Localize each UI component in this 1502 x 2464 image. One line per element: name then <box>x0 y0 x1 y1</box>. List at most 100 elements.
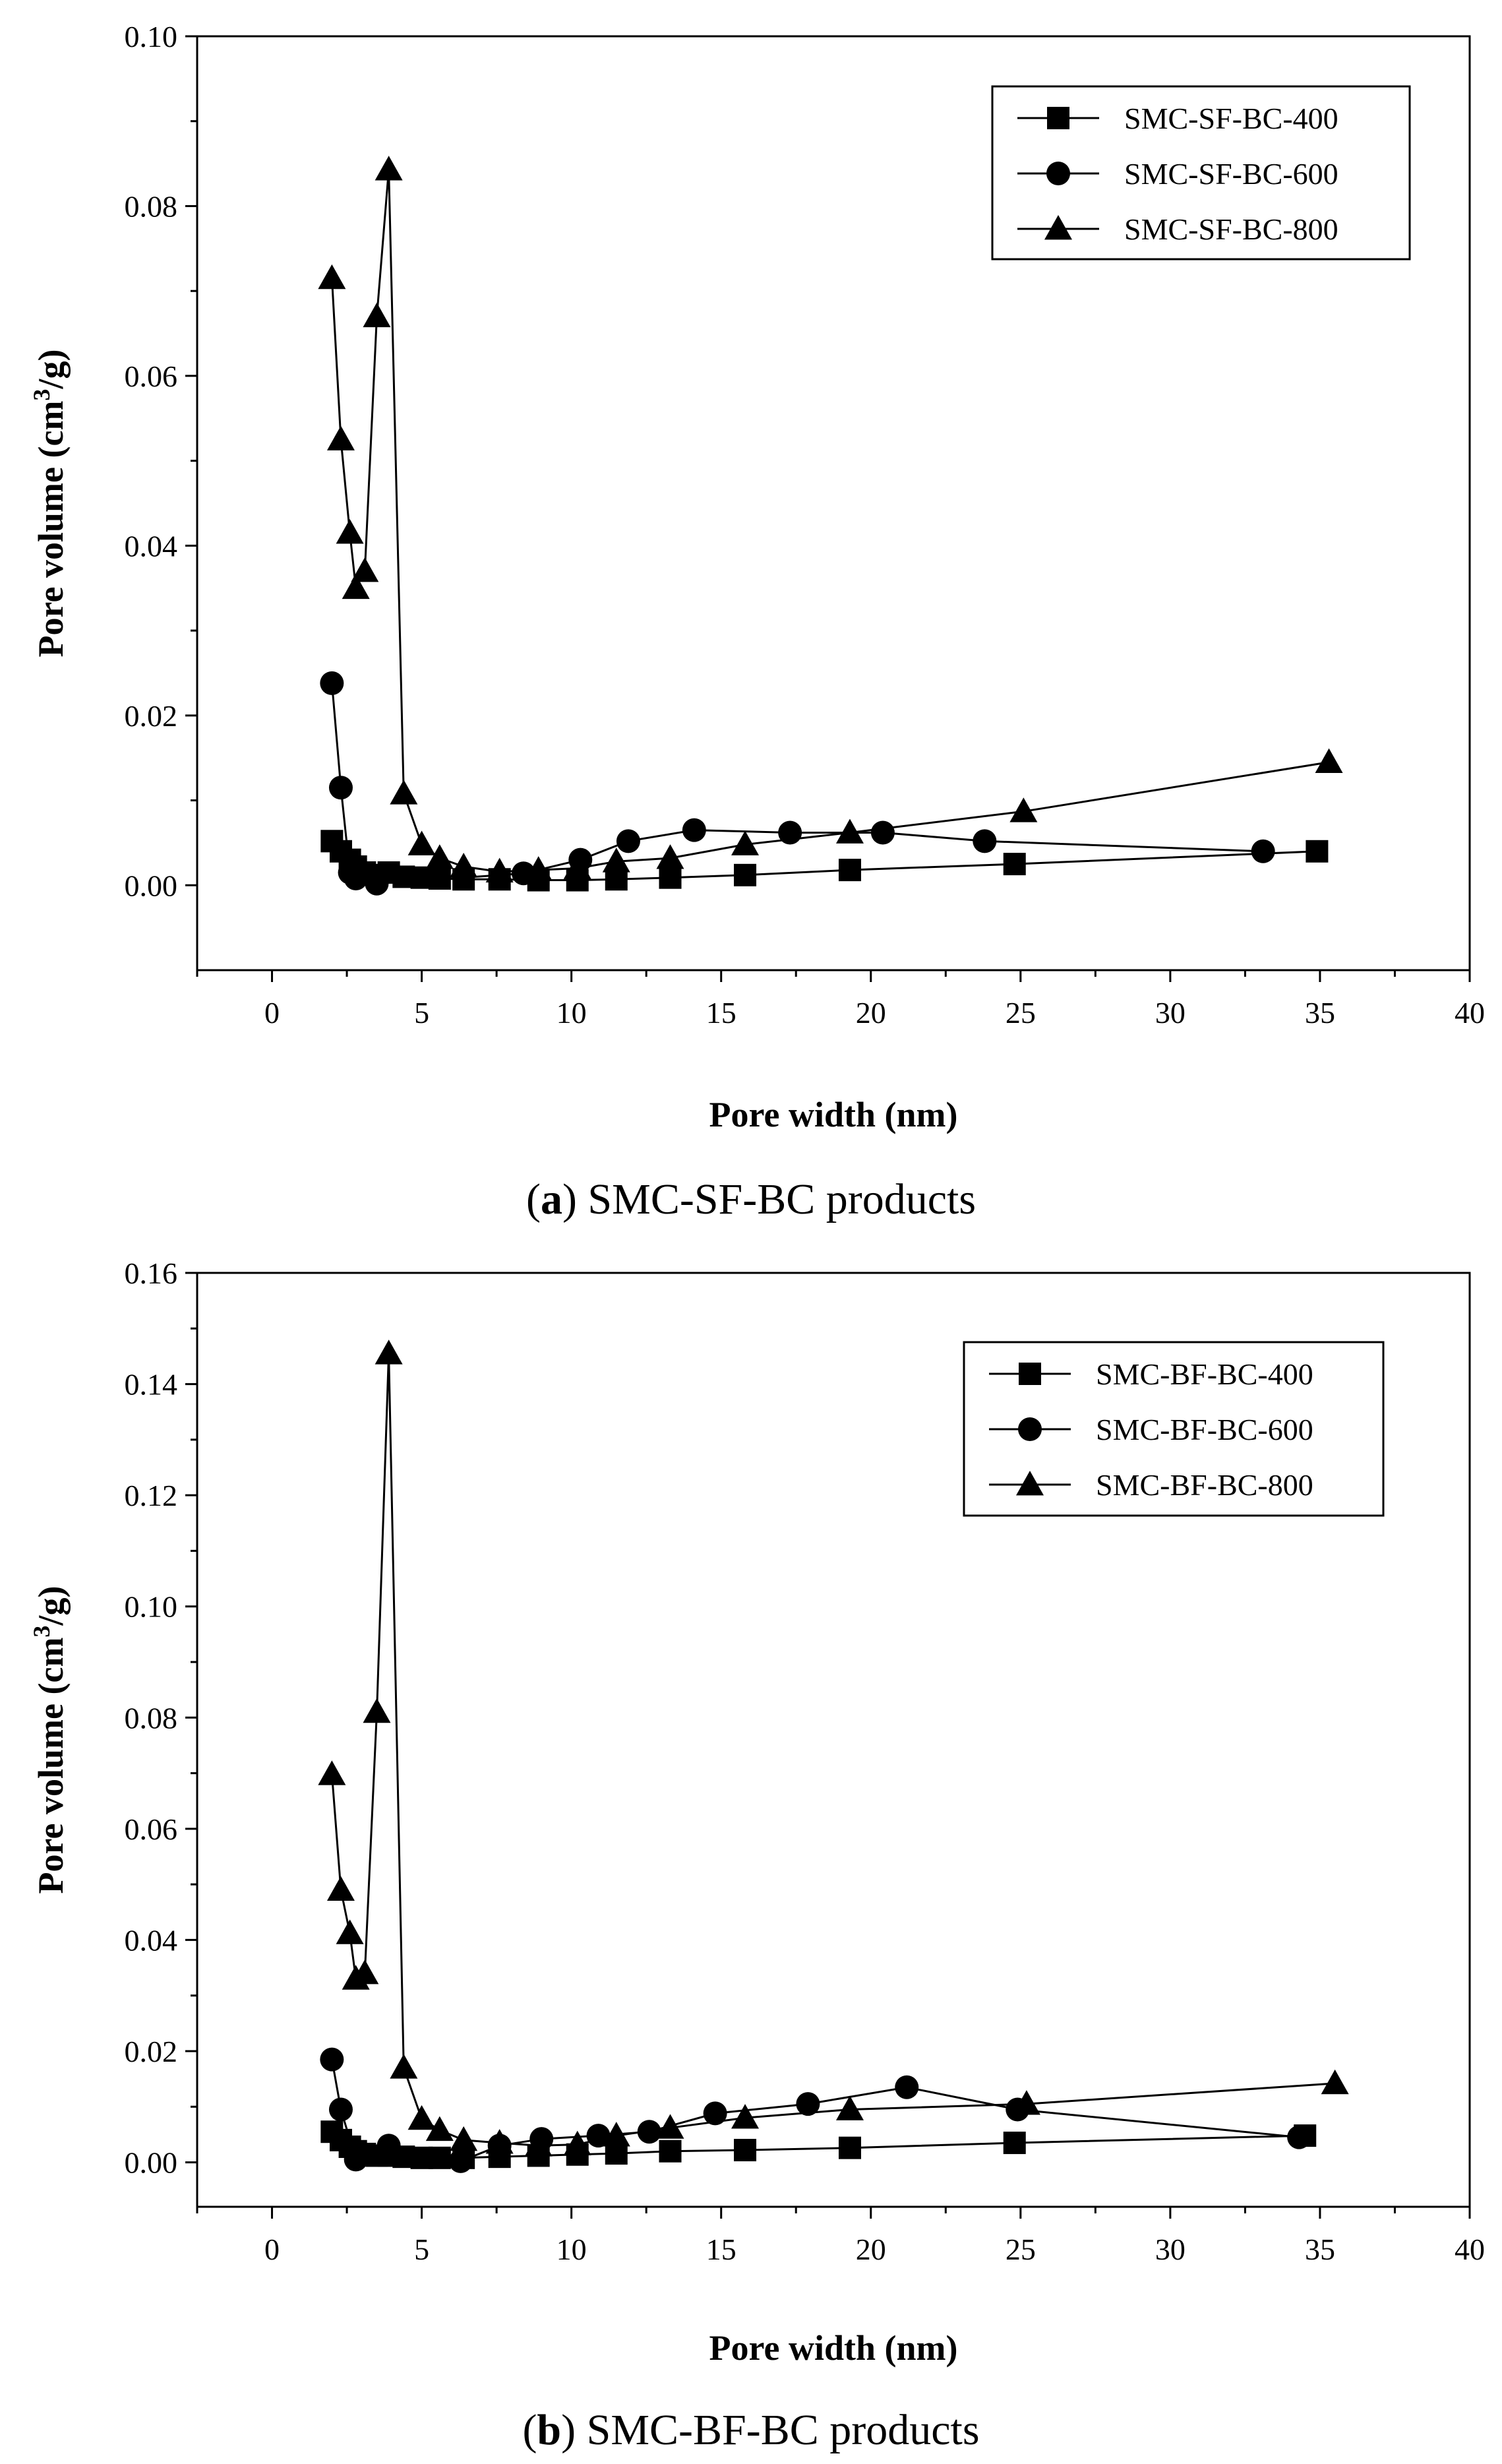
data-point-smc-sf-bc-600 <box>870 820 895 845</box>
data-point-smc-sf-bc-600 <box>1251 839 1275 863</box>
data-point-smc-bf-bc-800 <box>318 1760 346 1785</box>
caption-b-open: ( <box>522 2406 537 2454</box>
y-tick-label: 0.14 <box>125 1368 178 1401</box>
series-line-smc-sf-bc-800 <box>330 169 1329 873</box>
y-axis-title-b: Pore volume (cm3/g) <box>28 1586 71 1894</box>
y-tick-label: 0.16 <box>125 1256 178 1290</box>
data-point-smc-sf-bc-800 <box>450 852 478 878</box>
data-point-smc-bf-bc-800 <box>602 2122 630 2147</box>
panel-a: 0 5 10 15 20 25 30 35 40 0.00 0.02 0.04 0.06 0.08 0.1… <box>28 20 1485 1223</box>
x-tick-label: 35 <box>1305 996 1335 1030</box>
y-tick-label: 0.06 <box>125 359 178 393</box>
data-point-smc-bf-bc-800 <box>450 2126 478 2151</box>
data-point-smc-sf-bc-600 <box>616 829 640 853</box>
data-point-smc-sf-bc-800 <box>351 557 379 582</box>
plot-series-a <box>318 156 1343 896</box>
y-axis-title-b-sup: 3 <box>28 1626 55 1638</box>
legend-marker-square <box>1047 107 1069 129</box>
data-point-smc-bf-bc-800 <box>485 2129 514 2154</box>
caption-b-text: SMC-BF-BC products <box>576 2406 979 2454</box>
data-point-smc-sf-bc-800 <box>524 856 553 881</box>
plot-frame-b <box>196 1272 1471 2208</box>
data-point-smc-bf-bc-800 <box>407 2105 436 2130</box>
x-tick-label: 0 <box>264 2233 280 2266</box>
caption-a-close: ) <box>562 1175 577 1223</box>
x-tick-label: 25 <box>1006 2233 1036 2266</box>
y-tick-label: 0.02 <box>125 2035 178 2068</box>
x-tick-label: 20 <box>856 2233 886 2266</box>
data-point-smc-bf-bc-600 <box>796 2092 820 2116</box>
data-point-smc-bf-bc-800 <box>336 1919 364 1944</box>
data-point-smc-bf-bc-800 <box>375 1340 403 1365</box>
data-point-smc-bf-bc-400 <box>838 2136 861 2159</box>
y-tick-label: 0.12 <box>125 1479 178 1512</box>
x-axis-title-a: Pore width (nm) <box>709 1095 958 1134</box>
data-point-smc-sf-bc-800 <box>563 854 591 879</box>
x-tick-label: 35 <box>1305 2233 1335 2266</box>
data-point-smc-bf-bc-600 <box>328 2097 353 2122</box>
data-point-smc-bf-bc-600 <box>1287 2125 1311 2149</box>
data-point-smc-bf-bc-400 <box>1003 2132 1026 2155</box>
data-point-smc-sf-bc-800 <box>656 844 684 869</box>
data-point-smc-bf-bc-800 <box>1321 2069 1349 2095</box>
y-axis-title-b-end: /g) <box>31 1586 71 1626</box>
data-point-smc-sf-bc-800 <box>318 264 346 290</box>
data-point-smc-sf-bc-800 <box>1009 797 1038 822</box>
data-point-smc-bf-bc-600 <box>344 2147 368 2172</box>
caption-b-close: ) <box>561 2406 576 2454</box>
data-point-smc-sf-bc-600 <box>682 818 706 842</box>
data-point-smc-sf-bc-800 <box>1315 748 1343 773</box>
legend-marker-square <box>1019 1363 1041 1385</box>
data-point-smc-sf-bc-600 <box>320 671 344 695</box>
data-point-smc-bf-bc-800 <box>351 1959 379 1985</box>
legend-a: SMC-SF-BC-400 SMC-SF-BC-600 SMC-SF-BC-800 <box>991 85 1411 261</box>
caption-a: (a) SMC-SF-BC products <box>526 1175 976 1223</box>
data-point-smc-bf-bc-600 <box>703 2101 727 2126</box>
data-point-smc-sf-bc-800 <box>425 844 454 869</box>
x-axis-title-b: Pore width (nm) <box>709 2328 958 2368</box>
data-point-smc-sf-bc-400 <box>838 859 861 882</box>
data-point-smc-sf-bc-800 <box>363 302 391 328</box>
data-point-smc-bf-bc-600 <box>895 2075 919 2099</box>
x-tick-label: 25 <box>1006 996 1036 1030</box>
data-point-smc-bf-bc-800 <box>390 2054 418 2079</box>
data-point-smc-sf-bc-800 <box>336 519 364 544</box>
data-point-smc-bf-bc-800 <box>563 2130 591 2155</box>
legend-marker-triangle <box>1016 1471 1044 1496</box>
legend-marker-triangle <box>1044 215 1072 240</box>
data-point-smc-sf-bc-400 <box>1306 840 1329 863</box>
legend-b: SMC-BF-BC-400 SMC-BF-BC-600 SMC-BF-BC-800 <box>963 1341 1385 1517</box>
y-tick-label: 0.08 <box>125 1701 178 1735</box>
x-tick-label: 40 <box>1455 996 1485 1030</box>
panel-b: 0 5 10 15 20 25 30 35 40 0.00 0.02 0.04 0.06 0.08 0.1… <box>28 1256 1485 2454</box>
data-point-smc-bf-bc-400 <box>659 2140 682 2163</box>
data-point-smc-sf-bc-400 <box>659 866 682 889</box>
data-point-smc-bf-bc-800 <box>835 2095 864 2120</box>
caption-a-letter: a <box>541 1175 562 1223</box>
series-line-smc-sf-bc-600 <box>330 683 1263 885</box>
data-point-smc-sf-bc-400 <box>734 863 757 886</box>
data-point-smc-bf-bc-400 <box>734 2139 757 2162</box>
data-point-smc-bf-bc-800 <box>425 2116 454 2141</box>
data-point-smc-bf-bc-800 <box>656 2114 684 2139</box>
y-tick-label: 0.08 <box>125 189 178 223</box>
y-axis-title-a: Pore volume (cm3/g) <box>28 350 71 658</box>
caption-a-open: ( <box>526 1175 541 1223</box>
x-tick-label: 30 <box>1155 996 1186 1030</box>
data-point-smc-bf-bc-600 <box>376 2134 401 2158</box>
legend-marker-circle <box>1018 1417 1042 1441</box>
plot-frame-a <box>196 35 1471 971</box>
plot-series-b <box>318 1340 1349 2173</box>
y-tick-label: 0.00 <box>125 2146 178 2180</box>
data-point-smc-sf-bc-800 <box>390 780 418 805</box>
data-point-smc-bf-bc-800 <box>731 2104 760 2129</box>
data-point-smc-sf-bc-800 <box>326 425 355 450</box>
x-tick-label: 40 <box>1455 2233 1485 2266</box>
data-point-smc-sf-bc-600 <box>328 776 353 800</box>
legend-label: SMC-SF-BC-600 <box>1124 157 1338 191</box>
y-ticks-b: 0.00 0.02 0.04 0.06 0.08 0.10 0.12 0.14 0.16 <box>125 1256 197 2180</box>
data-point-smc-bf-bc-600 <box>448 2149 473 2173</box>
legend-label: SMC-SF-BC-800 <box>1124 212 1338 246</box>
data-point-smc-sf-bc-800 <box>485 857 514 883</box>
y-ticks-a: 0.00 0.02 0.04 0.06 0.08 0.10 <box>125 20 197 902</box>
